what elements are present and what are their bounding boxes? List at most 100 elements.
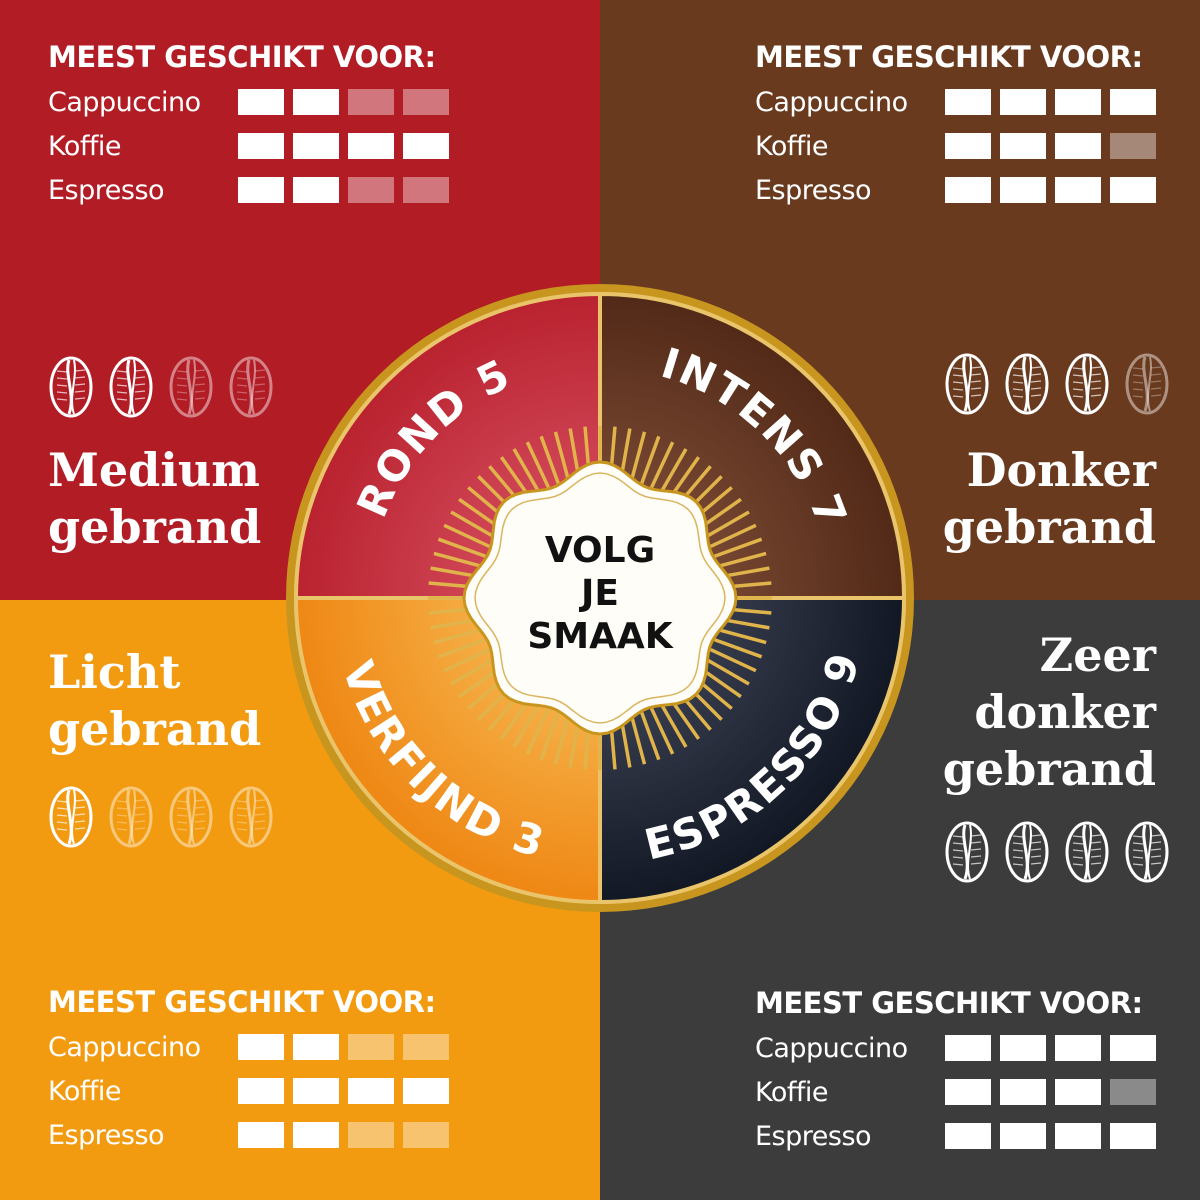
rating-block-filled <box>403 133 449 159</box>
rating-block-filled <box>1000 1123 1046 1149</box>
bean-rating <box>944 352 1170 416</box>
coffee-bean-icon-filled <box>945 353 989 415</box>
suitability-row: Espresso <box>48 1113 468 1157</box>
suitability-panel: MEEST GESCHIKT VOOR: Cappuccino Koffie Esp… <box>48 985 468 1157</box>
rating-block-filled <box>348 133 394 159</box>
coffee-bean-icon-filled <box>1005 821 1049 883</box>
roast-level: Medium gebrand <box>48 442 261 556</box>
sunburst-ray <box>437 537 486 558</box>
center-text-line: SMAAK <box>527 616 673 657</box>
suitability-panel: MEEST GESCHIKT VOOR: Cappuccino Koffie Esp… <box>755 986 1175 1158</box>
sunburst-ray <box>704 510 750 539</box>
sunburst-ray <box>443 647 491 673</box>
rating-block-empty <box>348 1034 394 1060</box>
drink-label: Espresso <box>48 174 165 206</box>
rating-block-empty <box>403 177 449 203</box>
sunburst-ray <box>659 448 688 494</box>
rating-block-filled <box>1000 133 1046 159</box>
suitability-row: Cappuccino <box>48 1025 468 1069</box>
sunburst-ray <box>717 627 767 645</box>
sunburst-ray <box>553 431 571 481</box>
sunburst-ray <box>640 712 661 761</box>
rating-block-filled <box>945 89 991 115</box>
drink-label: Koffie <box>755 1076 829 1108</box>
drink-label: Koffie <box>755 130 829 162</box>
roast-line: gebrand <box>942 500 1156 554</box>
sunburst-ray <box>649 707 675 755</box>
rating-block-filled <box>1055 177 1101 203</box>
rating-block-filled <box>1000 1035 1046 1061</box>
rating-block-filled <box>1110 1035 1156 1061</box>
rating-block-empty <box>348 1122 394 1148</box>
sunburst-ray <box>512 702 541 748</box>
rating-block-filled <box>1110 1123 1156 1149</box>
roast-line: gebrand <box>48 702 262 756</box>
coffee-bean-icon-filled <box>1065 821 1109 883</box>
suitability-row: Espresso <box>755 1114 1175 1158</box>
sunburst-ray <box>512 448 541 494</box>
rating-block-empty <box>403 1034 449 1060</box>
rating-block-filled <box>293 89 339 115</box>
rating-block-filled <box>1000 1079 1046 1105</box>
suitability-header: MEEST GESCHIKT VOOR: <box>48 40 436 74</box>
suitability-panel: MEEST GESCHIKT VOOR: Cappuccino Koffie Esp… <box>48 40 468 212</box>
sunburst-ray <box>640 435 661 484</box>
rating-block-filled <box>1055 133 1101 159</box>
rating-block-filled <box>238 177 284 203</box>
rating-blocks <box>238 89 449 115</box>
sunburst-ray <box>714 537 763 558</box>
rating-block-empty <box>348 177 394 203</box>
roast-line: gebrand <box>48 500 262 554</box>
sunburst-ray <box>649 441 675 489</box>
quadrant-medium-roast: MEEST GESCHIKT VOOR: Cappuccino Koffie Esp… <box>0 0 600 600</box>
coffee-bean-icon-filled <box>109 356 153 418</box>
drink-label: Koffie <box>48 130 122 162</box>
center-badge-inner-border <box>474 472 726 724</box>
quadrant-light-roast: Licht gebrand MEEST GESCHIKT VOOR: Cappu… <box>0 600 600 1200</box>
rating-block-filled <box>293 1034 339 1060</box>
rating-blocks <box>945 177 1156 203</box>
rating-block-filled <box>1110 177 1156 203</box>
coffee-bean-icon-filled <box>1005 353 1049 415</box>
coffee-bean-icon-filled <box>1065 353 1109 415</box>
rating-block-filled <box>945 177 991 203</box>
bean-rating <box>48 785 274 849</box>
rating-block-filled <box>238 1122 284 1148</box>
coffee-bean-icon-faded <box>229 356 273 418</box>
roast-line: Zeer <box>1039 628 1156 682</box>
sunburst-ray <box>437 638 486 659</box>
suitability-row: Koffie <box>48 124 468 168</box>
drink-label: Cappuccino <box>755 86 908 118</box>
suitability-row: Espresso <box>755 168 1175 212</box>
rating-block-filled <box>238 89 284 115</box>
sunburst-ray <box>539 712 560 761</box>
rating-block-filled <box>1110 89 1156 115</box>
drink-label: Espresso <box>755 174 872 206</box>
suitability-row: Cappuccino <box>48 80 468 124</box>
drink-label: Cappuccino <box>755 1032 908 1064</box>
suitability-row: Cappuccino <box>755 1026 1175 1070</box>
roast-level: Donker gebrand <box>943 442 1156 556</box>
suitability-row: Cappuccino <box>755 80 1175 124</box>
rating-block-empty <box>348 89 394 115</box>
sunburst-ray <box>450 510 496 539</box>
drink-label: Espresso <box>755 1120 872 1152</box>
rating-block-empty <box>403 1122 449 1148</box>
rating-block-filled <box>1055 89 1101 115</box>
rating-block-empty <box>403 89 449 115</box>
roast-line: Donker <box>966 443 1156 497</box>
drink-label: Koffie <box>48 1075 122 1107</box>
coffee-bean-icon-filled <box>945 821 989 883</box>
rating-blocks <box>238 177 449 203</box>
rating-block-filled <box>348 1078 394 1104</box>
drink-label: Cappuccino <box>48 86 201 118</box>
sunburst-ray <box>553 715 571 765</box>
sunburst-ray <box>709 523 757 549</box>
drink-label: Espresso <box>48 1119 165 1151</box>
rating-block-filled <box>403 1078 449 1104</box>
bean-rating <box>48 355 274 419</box>
bean-rating <box>944 820 1170 884</box>
rating-blocks <box>238 1122 449 1148</box>
rating-blocks <box>945 89 1156 115</box>
rating-block-filled <box>945 1079 991 1105</box>
